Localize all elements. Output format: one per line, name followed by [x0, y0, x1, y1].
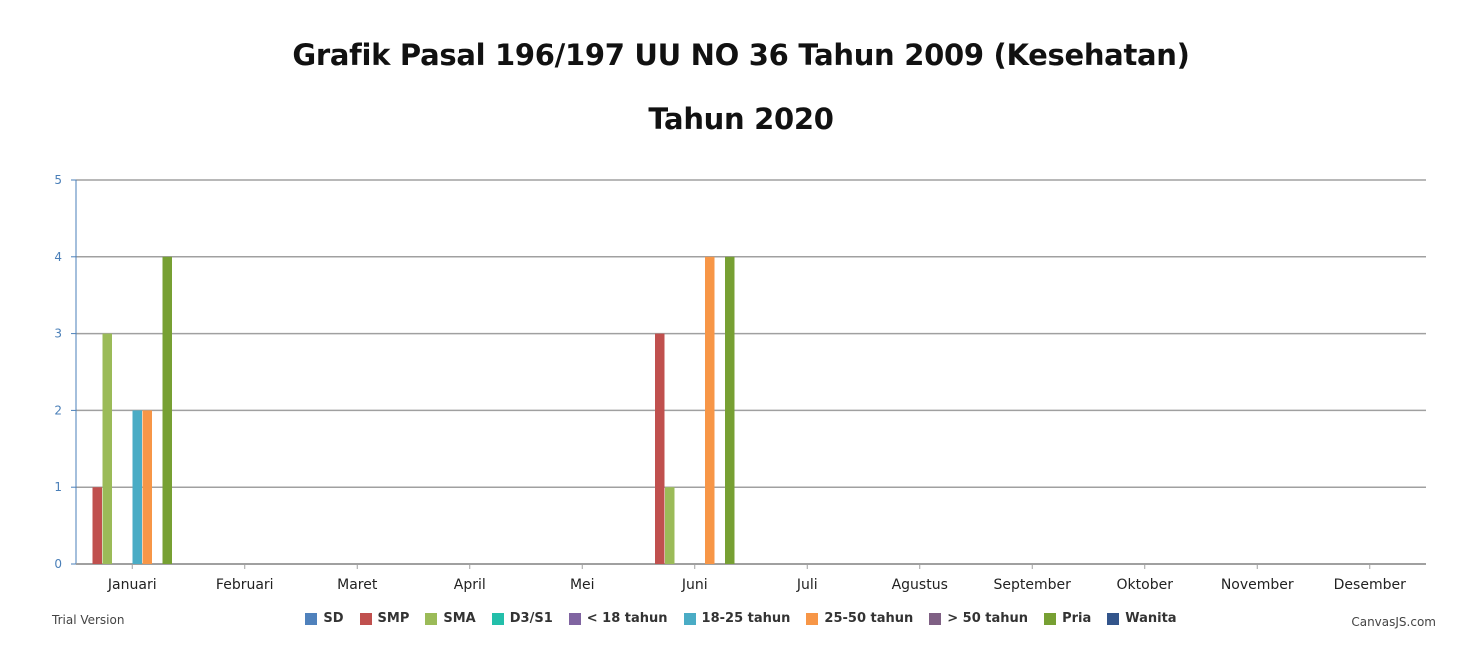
legend-swatch	[683, 612, 696, 625]
bar-25-50-tahun-juni	[705, 256, 715, 564]
legend-swatch	[1044, 612, 1057, 625]
legend-swatch	[929, 612, 942, 625]
trial-version-label: Trial Version	[52, 613, 125, 627]
legend-label: Pria	[1062, 611, 1092, 626]
legend-item[interactable]: 18-25 tahun	[683, 611, 791, 626]
legend-swatch	[305, 612, 318, 625]
legend-item[interactable]: SD	[305, 611, 344, 626]
legend-item[interactable]: D3/S1	[491, 611, 553, 626]
x-tick-label: Februari	[216, 577, 274, 593]
legend-item[interactable]: SMP	[359, 611, 410, 626]
canvasjs-credit-link[interactable]: CanvasJS.com	[1351, 615, 1436, 629]
bar-smp-juni	[655, 333, 665, 564]
legend-item[interactable]: 25-50 tahun	[806, 611, 913, 626]
bar-sma-juni	[665, 487, 675, 564]
x-tick-label: April	[454, 577, 486, 593]
legend-swatch	[1107, 612, 1120, 625]
bar-25-50-tahun-januari	[142, 410, 152, 564]
y-tick-label: 5	[54, 173, 62, 187]
x-tick-label: Maret	[337, 577, 378, 593]
legend-label: SMP	[377, 611, 410, 626]
legend-label: 25-50 tahun	[824, 611, 914, 626]
chart-subtitle: Tahun 2020	[648, 102, 834, 136]
legend-label: 18-25 tahun	[701, 611, 791, 626]
y-tick-label: 0	[54, 557, 62, 571]
legend-label: > 50 tahun	[947, 611, 1029, 626]
legend-swatch	[359, 612, 372, 625]
x-tick-label: Juni	[681, 577, 708, 593]
legend-label: SMA	[443, 611, 476, 626]
bar-18-25-tahun-januari	[132, 410, 142, 564]
chart-title: Grafik Pasal 196/197 UU NO 36 Tahun 2009…	[292, 38, 1190, 72]
legend-item[interactable]: SMA	[425, 611, 476, 626]
x-tick-label: Desember	[1334, 577, 1406, 593]
legend-item[interactable]: > 50 tahun	[929, 611, 1028, 626]
legend-swatch	[806, 612, 819, 625]
legend-swatch	[425, 612, 438, 625]
bar-pria-juni	[725, 256, 735, 564]
legend-label: SD	[323, 611, 344, 626]
y-tick-label: 2	[54, 403, 62, 417]
x-tick-label: Juli	[796, 577, 818, 593]
x-tick-label: Agustus	[892, 577, 948, 593]
legend-label: Wanita	[1125, 611, 1177, 626]
bar-sma-januari	[102, 333, 112, 564]
legend-label: < 18 tahun	[586, 611, 668, 626]
y-tick-label: 4	[54, 250, 62, 264]
y-tick-label: 3	[54, 327, 62, 341]
x-tick-label: Mei	[570, 577, 595, 593]
bar-pria-januari	[162, 256, 172, 564]
x-tick-label: November	[1221, 577, 1294, 593]
legend-item[interactable]: < 18 tahun	[568, 611, 668, 626]
x-tick-label: Januari	[107, 577, 157, 593]
y-tick-label: 1	[54, 480, 62, 494]
chart-legend: SD SMP SMA D3/S1 < 18 tahun 18-25 tahun 25-50 …	[0, 611, 1482, 626]
legend-item[interactable]: Pria	[1044, 611, 1091, 626]
x-tick-label: September	[994, 577, 1072, 593]
legend-swatch	[491, 612, 504, 625]
legend-label: D3/S1	[509, 611, 553, 626]
legend-item[interactable]: Wanita	[1107, 611, 1177, 626]
legend-swatch	[568, 612, 581, 625]
bar-smp-januari	[92, 487, 102, 564]
x-tick-label: Oktober	[1117, 577, 1174, 593]
